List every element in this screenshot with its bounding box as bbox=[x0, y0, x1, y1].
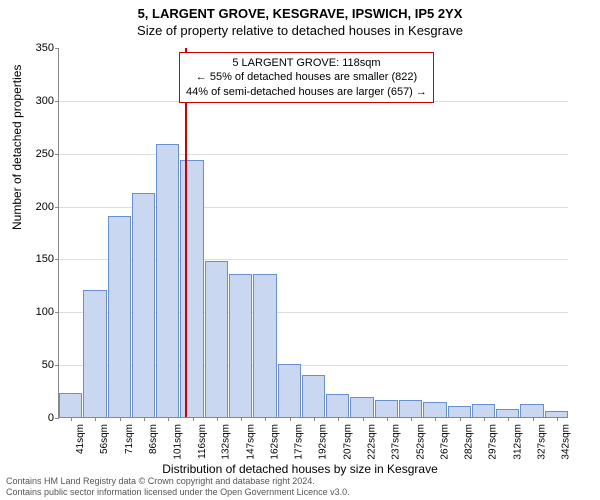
ytick-label: 250 bbox=[36, 148, 54, 160]
grid-line bbox=[59, 154, 568, 155]
histogram-bar bbox=[496, 409, 519, 417]
xtick-label: 222sqm bbox=[367, 424, 378, 460]
xtick-mark bbox=[338, 417, 339, 421]
histogram-bar bbox=[326, 394, 349, 417]
credit-line-1: Contains HM Land Registry data © Crown c… bbox=[6, 476, 350, 487]
xtick-label: 327sqm bbox=[537, 424, 548, 460]
histogram-bar bbox=[59, 393, 82, 417]
xtick-label: 252sqm bbox=[415, 424, 426, 460]
ytick-label: 150 bbox=[36, 253, 54, 265]
xtick-mark bbox=[363, 417, 364, 421]
ytick-mark bbox=[55, 259, 59, 260]
xtick-label: 192sqm bbox=[318, 424, 329, 460]
xtick-mark bbox=[241, 417, 242, 421]
xtick-label: 71sqm bbox=[124, 424, 135, 454]
xtick-mark bbox=[290, 417, 291, 421]
x-axis-label: Distribution of detached houses by size … bbox=[0, 462, 600, 476]
histogram-bar bbox=[375, 400, 398, 417]
ytick-mark bbox=[55, 101, 59, 102]
xtick-label: 342sqm bbox=[561, 424, 572, 460]
info-box: 5 LARGENT GROVE: 118sqm ← 55% of detache… bbox=[179, 52, 434, 103]
histogram-bar bbox=[156, 144, 179, 417]
credit-line-2: Contains public sector information licen… bbox=[6, 487, 350, 498]
xtick-mark bbox=[265, 417, 266, 421]
xtick-label: 162sqm bbox=[269, 424, 280, 460]
ytick-label: 100 bbox=[36, 306, 54, 318]
ytick-mark bbox=[55, 48, 59, 49]
xtick-mark bbox=[71, 417, 72, 421]
xtick-label: 116sqm bbox=[197, 424, 208, 459]
histogram-bar bbox=[278, 364, 301, 417]
y-axis-label: Number of detached properties bbox=[10, 65, 24, 230]
xtick-mark bbox=[168, 417, 169, 421]
credits: Contains HM Land Registry data © Crown c… bbox=[6, 476, 350, 498]
ytick-label: 50 bbox=[42, 359, 54, 371]
histogram-bar bbox=[132, 193, 155, 417]
xtick-mark bbox=[484, 417, 485, 421]
ytick-mark bbox=[55, 365, 59, 366]
xtick-label: 86sqm bbox=[148, 424, 159, 454]
xtick-mark bbox=[217, 417, 218, 421]
histogram-bar bbox=[399, 400, 422, 417]
page-title: 5, LARGENT GROVE, KESGRAVE, IPSWICH, IP5… bbox=[0, 0, 600, 21]
xtick-label: 312sqm bbox=[512, 424, 523, 460]
xtick-mark bbox=[435, 417, 436, 421]
xtick-mark bbox=[314, 417, 315, 421]
histogram-bar bbox=[205, 261, 228, 417]
xtick-label: 207sqm bbox=[342, 424, 353, 460]
chart-area: 05010015020025030035041sqm56sqm71sqm86sq… bbox=[58, 48, 568, 418]
xtick-label: 56sqm bbox=[99, 424, 110, 454]
histogram-plot: 05010015020025030035041sqm56sqm71sqm86sq… bbox=[58, 48, 568, 418]
xtick-label: 41sqm bbox=[75, 424, 86, 454]
xtick-mark bbox=[120, 417, 121, 421]
histogram-bar bbox=[350, 397, 373, 417]
xtick-label: 237sqm bbox=[391, 424, 402, 460]
xtick-label: 177sqm bbox=[294, 424, 305, 460]
xtick-mark bbox=[387, 417, 388, 421]
xtick-mark bbox=[193, 417, 194, 421]
xtick-label: 267sqm bbox=[439, 424, 450, 460]
ytick-mark bbox=[55, 154, 59, 155]
xtick-mark bbox=[557, 417, 558, 421]
page-subtitle: Size of property relative to detached ho… bbox=[0, 21, 600, 38]
histogram-bar bbox=[253, 274, 276, 417]
histogram-bar bbox=[83, 290, 106, 417]
histogram-bar bbox=[423, 402, 446, 417]
ytick-label: 300 bbox=[36, 95, 54, 107]
ytick-mark bbox=[55, 207, 59, 208]
histogram-bar bbox=[472, 404, 495, 417]
xtick-label: 147sqm bbox=[245, 424, 256, 460]
ytick-mark bbox=[55, 312, 59, 313]
property-marker-line bbox=[185, 48, 187, 417]
xtick-label: 282sqm bbox=[464, 424, 475, 460]
info-line-1: 5 LARGENT GROVE: 118sqm bbox=[186, 56, 427, 70]
xtick-mark bbox=[411, 417, 412, 421]
ytick-label: 200 bbox=[36, 201, 54, 213]
histogram-bar bbox=[229, 274, 252, 417]
xtick-label: 101sqm bbox=[172, 424, 183, 460]
info-line-3: 44% of semi-detached houses are larger (… bbox=[186, 85, 427, 99]
xtick-mark bbox=[533, 417, 534, 421]
xtick-mark bbox=[508, 417, 509, 421]
xtick-mark bbox=[460, 417, 461, 421]
histogram-bar bbox=[520, 404, 543, 417]
histogram-bar bbox=[448, 406, 471, 417]
info-line-2: ← 55% of detached houses are smaller (82… bbox=[186, 70, 427, 84]
histogram-bar bbox=[108, 216, 131, 417]
xtick-label: 297sqm bbox=[488, 424, 499, 460]
histogram-bar bbox=[180, 160, 203, 417]
histogram-bar bbox=[302, 375, 325, 417]
ytick-mark bbox=[55, 418, 59, 419]
ytick-label: 0 bbox=[48, 412, 54, 424]
ytick-label: 350 bbox=[36, 42, 54, 54]
xtick-mark bbox=[144, 417, 145, 421]
xtick-mark bbox=[95, 417, 96, 421]
xtick-label: 132sqm bbox=[221, 424, 232, 460]
